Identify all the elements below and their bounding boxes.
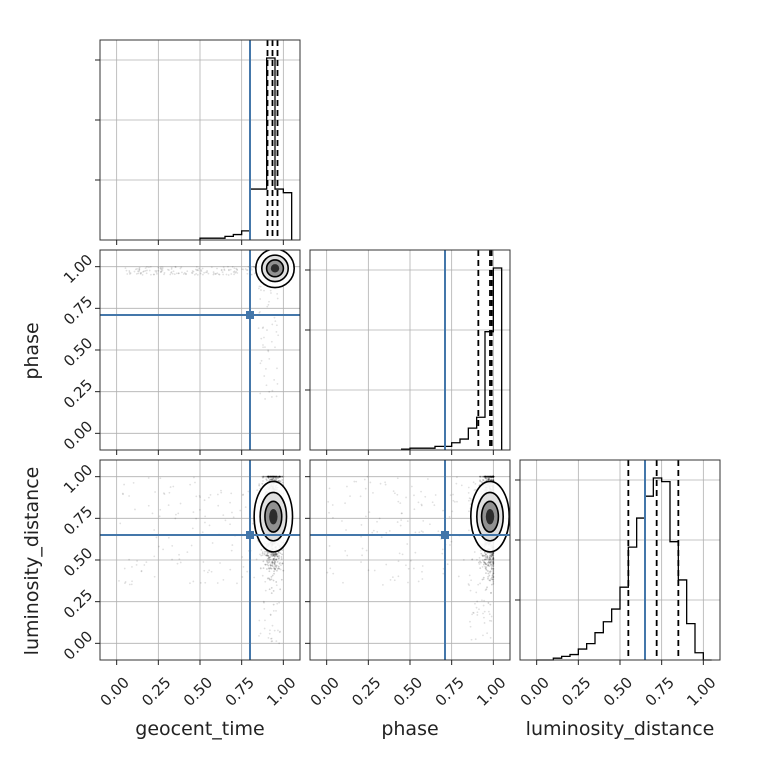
truth-marker [246,531,254,539]
y-tick-label: 0.00 [60,417,96,453]
ylabel-phase: phase [21,322,43,379]
x-tick-label: 0.25 [138,674,174,710]
scatter-geocent_time-luminosity_distance [118,475,294,645]
y-tick-label: 0.00 [60,627,96,663]
xlabel-phase: phase [381,718,438,740]
x-tick-label: 0.75 [432,674,468,710]
x-tick-label: 0.75 [642,674,678,710]
y-tick-label: 0.25 [60,586,96,622]
y-tick-label: 0.50 [60,334,96,370]
truth-marker [246,311,254,319]
y-tick-label: 0.75 [60,502,96,538]
contour-level [485,508,495,525]
xlabel-geocent-time: geocent_time [135,718,264,740]
x-tick-label: 0.50 [600,674,636,710]
scatter-geocent_time-phase [124,250,295,400]
contour-level [269,508,278,525]
x-tick-label: 0.00 [517,674,553,710]
x-tick-label: 0.25 [558,674,594,710]
x-tick-label: 1.00 [683,674,719,710]
x-tick-label: 1.00 [263,674,299,710]
histogram-luminosity_distance [536,477,712,661]
x-tick-label: 0.75 [222,674,258,710]
ylabel-luminosity-distance: luminosity_distance [21,467,43,656]
y-tick-label: 1.00 [60,461,96,497]
histogram-phase [401,267,503,450]
truth-marker [441,531,449,539]
x-tick-label: 0.25 [348,674,384,710]
x-tick-label: 0.50 [180,674,216,710]
y-tick-label: 1.00 [60,251,96,287]
x-tick-label: 1.00 [473,674,509,710]
scatter-phase-luminosity_distance [326,475,510,641]
y-tick-label: 0.25 [60,376,96,412]
y-tick-label: 0.75 [60,292,96,328]
y-tick-label: 0.50 [60,544,96,580]
x-tick-label: 0.50 [390,674,426,710]
contour-level [270,264,280,273]
x-tick-label: 0.00 [97,674,133,710]
xlabel-luminosity-distance: luminosity_distance [526,718,715,740]
x-tick-label: 0.00 [307,674,343,710]
